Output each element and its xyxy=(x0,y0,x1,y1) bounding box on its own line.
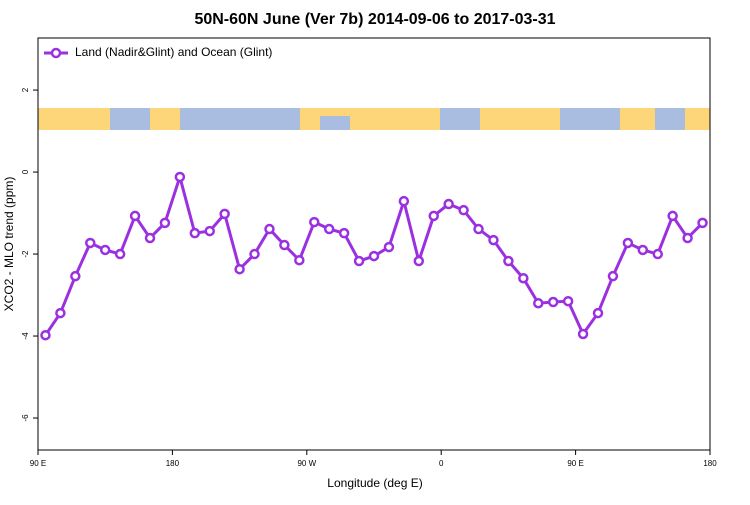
legend-label: Land (Nadir&Glint) and Ocean (Glint) xyxy=(75,45,272,59)
data-point xyxy=(652,248,663,260)
x-tick-label: 180 xyxy=(166,459,180,468)
x-tick-label: 90 W xyxy=(297,459,316,468)
data-point xyxy=(338,227,350,239)
data-point xyxy=(428,210,439,222)
legend-marker xyxy=(50,47,62,59)
data-point xyxy=(368,250,380,262)
data-point xyxy=(607,270,619,282)
y-tick-label: -4 xyxy=(21,332,30,340)
data-point xyxy=(129,210,141,222)
data-point xyxy=(383,241,395,253)
data-point xyxy=(189,227,201,239)
data-point xyxy=(682,232,693,244)
data-point xyxy=(518,272,529,284)
data-point xyxy=(398,195,410,207)
data-point xyxy=(413,255,425,267)
data-point xyxy=(458,204,469,216)
data-point xyxy=(55,307,66,319)
data-point xyxy=(577,328,589,340)
data-point xyxy=(99,244,111,256)
data-point xyxy=(547,296,559,308)
y-tick-label: -2 xyxy=(21,250,30,258)
data-point xyxy=(85,237,96,249)
chart-title: 50N-60N June (Ver 7b) 2014-09-06 to 2017… xyxy=(194,11,555,28)
x-tick-label: 180 xyxy=(703,459,717,468)
data-point xyxy=(443,198,454,210)
data-point xyxy=(592,307,604,319)
x-axis-label: Longitude (deg E) xyxy=(327,476,422,490)
map-band xyxy=(38,108,710,130)
data-point xyxy=(279,239,290,251)
y-tick-label: -6 xyxy=(21,414,30,422)
data-point xyxy=(488,234,499,246)
data-point xyxy=(533,297,544,309)
data-point xyxy=(323,223,335,235)
data-point xyxy=(697,217,708,229)
x-tick-label: 90 E xyxy=(30,459,46,468)
plot-frame xyxy=(37,37,711,451)
data-point xyxy=(309,216,320,228)
data-point xyxy=(473,223,484,235)
data-point xyxy=(264,223,275,235)
data-point xyxy=(667,210,678,222)
data-point xyxy=(353,255,365,267)
data-point xyxy=(159,217,171,229)
data-point xyxy=(70,270,81,282)
data-point xyxy=(40,329,51,341)
data-point xyxy=(503,255,514,267)
data-point xyxy=(174,171,186,183)
x-tick-label: 90 E xyxy=(567,459,583,468)
data-point xyxy=(294,254,305,266)
data-point xyxy=(234,263,245,275)
data-point xyxy=(562,295,574,307)
y-tick-label: 0 xyxy=(21,169,30,174)
data-point xyxy=(249,248,260,260)
y-axis-label: XCO2 - MLO trend (ppm) xyxy=(2,177,16,312)
data-point xyxy=(637,244,649,256)
data-point xyxy=(204,225,215,237)
data-point xyxy=(114,248,126,260)
y-tick-label: 2 xyxy=(21,87,30,92)
data-point xyxy=(219,208,230,220)
data-point xyxy=(144,232,156,244)
data-point xyxy=(622,237,634,249)
x-tick-label: 0 xyxy=(439,459,444,468)
